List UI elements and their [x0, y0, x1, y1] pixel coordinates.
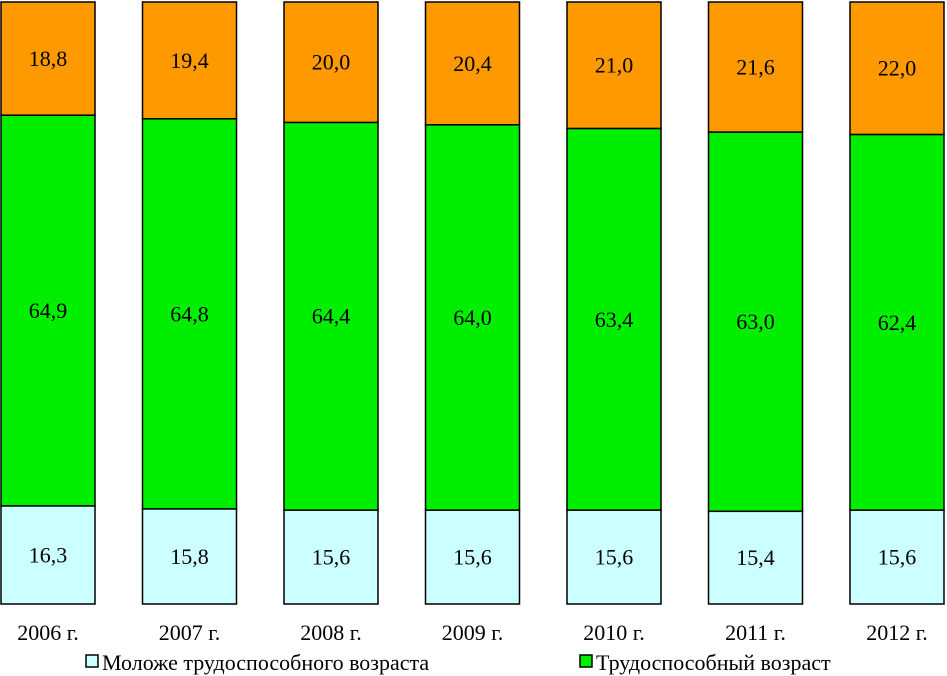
- bar-segment-series-0-cat-0: [0, 505, 96, 605]
- bar-segment-series-1-cat-0: [0, 114, 96, 507]
- data-label-series-0-cat-0: 16,3: [29, 542, 68, 567]
- bar-segment-series-2-cat-0: [0, 1, 96, 116]
- bar-segment-series-0-cat-1: [141, 508, 238, 605]
- data-label-series-0-cat-5: 15,4: [736, 545, 775, 570]
- x-tick-label-2008-г: 2008 г.: [300, 620, 362, 645]
- data-labels-group: 16,3 64,9 18,8 15,8 64,8 19,4 15,6 64,4 20,0 15,6…: [29, 46, 917, 570]
- bar-segment-series-1-cat-3: [424, 124, 521, 511]
- data-label-series-0-cat-2: 15,6: [312, 545, 351, 570]
- legend-swatch-1: [579, 654, 593, 668]
- legend: Моложе трудоспособного возраста Трудоспос…: [85, 650, 831, 675]
- bars-group: [0, 1, 945, 605]
- data-label-series-1-cat-1: 64,8: [170, 301, 209, 326]
- data-label-series-2-cat-6: 22,0: [878, 56, 917, 81]
- data-label-series-0-cat-6: 15,6: [878, 545, 917, 570]
- data-label-series-1-cat-3: 64,0: [453, 305, 492, 330]
- bar-segment-series-0-cat-2: [283, 509, 379, 605]
- bar-segment-series-2-cat-1: [141, 1, 238, 120]
- data-label-series-1-cat-0: 64,9: [29, 298, 68, 323]
- data-label-series-2-cat-5: 21,6: [736, 55, 775, 80]
- data-label-series-2-cat-4: 21,0: [595, 53, 634, 78]
- bar-segment-series-2-cat-5: [707, 1, 804, 133]
- data-label-series-1-cat-2: 64,4: [312, 304, 351, 329]
- legend-label-0: Моложе трудоспособного возраста: [102, 650, 429, 675]
- data-label-series-2-cat-0: 18,8: [29, 46, 68, 71]
- legend-swatch-0: [85, 654, 99, 668]
- data-label-series-1-cat-6: 62,4: [878, 310, 917, 335]
- bar-segment-series-1-cat-6: [849, 133, 945, 511]
- data-label-series-2-cat-1: 19,4: [170, 48, 209, 73]
- data-label-series-0-cat-3: 15,6: [453, 545, 492, 570]
- x-tick-label-2009-г: 2009 г.: [442, 620, 504, 645]
- data-label-series-2-cat-2: 20,0: [312, 50, 351, 75]
- x-axis-tick-labels: 2006 г. 2007 г. 2008 г. 2009 г. 2010 г. 2011 …: [17, 620, 928, 645]
- bar-segment-series-0-cat-6: [849, 509, 945, 605]
- bar-segment-series-0-cat-3: [424, 509, 521, 605]
- data-label-series-1-cat-5: 63,0: [736, 309, 775, 334]
- x-tick-label-2007-г: 2007 г.: [159, 620, 221, 645]
- data-label-series-0-cat-4: 15,6: [595, 545, 634, 570]
- legend-label-1: Трудоспособный возраст: [596, 650, 831, 675]
- bar-segment-series-2-cat-6: [849, 1, 945, 136]
- bar-segment-series-2-cat-4: [566, 1, 662, 130]
- bar-segment-series-1-cat-1: [141, 118, 238, 510]
- x-tick-label-2006-г: 2006 г.: [17, 620, 79, 645]
- data-label-series-1-cat-4: 63,4: [595, 307, 634, 332]
- data-label-series-2-cat-3: 20,4: [453, 51, 492, 76]
- bar-segment-series-0-cat-4: [566, 509, 662, 605]
- x-tick-label-2012-г: 2012 г.: [866, 620, 928, 645]
- bar-segment-series-2-cat-2: [283, 1, 379, 124]
- bar-segment-series-0-cat-5: [707, 510, 804, 605]
- bar-segment-series-1-cat-2: [283, 121, 379, 511]
- x-tick-label-2011-г: 2011 г.: [725, 620, 786, 645]
- bar-segment-series-1-cat-5: [707, 131, 804, 513]
- data-label-series-0-cat-1: 15,8: [170, 544, 209, 569]
- x-tick-label-2010-г: 2010 г.: [583, 620, 645, 645]
- bar-segment-series-2-cat-3: [424, 1, 521, 126]
